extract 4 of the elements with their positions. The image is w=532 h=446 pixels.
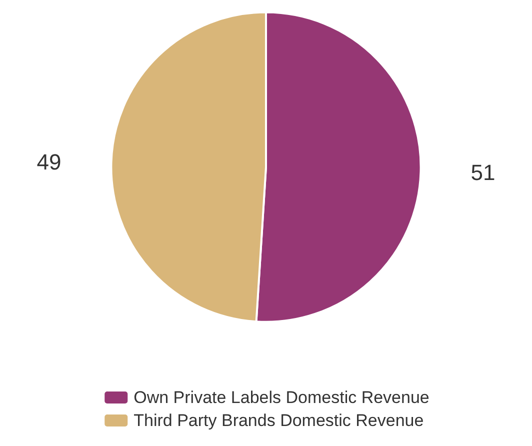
legend-label: Third Party Brands Domestic Revenue: [134, 411, 424, 430]
legend-label: Own Private Labels Domestic Revenue: [134, 388, 430, 407]
data-label: 51: [470, 160, 496, 185]
data-label: 49: [36, 149, 62, 174]
